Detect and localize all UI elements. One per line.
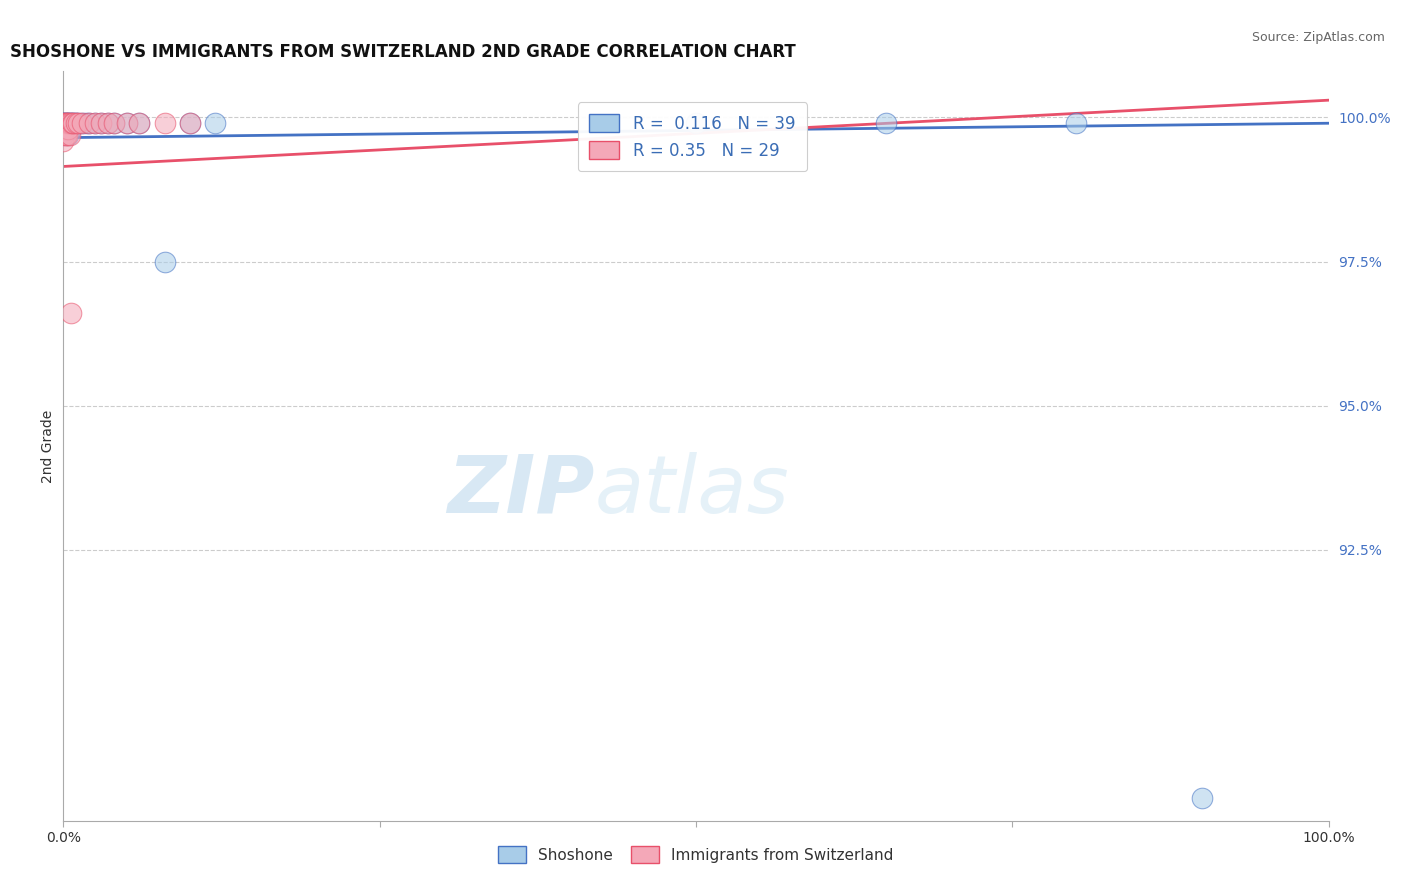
Point	[90, 116, 112, 130]
Point	[52, 116, 75, 130]
Point	[52, 134, 75, 148]
Point	[58, 116, 80, 130]
Point	[179, 116, 201, 130]
Point	[53, 122, 76, 136]
Point	[56, 128, 79, 142]
Point	[153, 254, 176, 268]
Point	[55, 116, 77, 130]
Point	[1191, 790, 1213, 805]
Point	[70, 116, 93, 130]
Point	[103, 116, 125, 130]
Text: ZIP: ZIP	[447, 452, 595, 530]
Y-axis label: 2nd Grade: 2nd Grade	[41, 409, 55, 483]
Point	[77, 116, 100, 130]
Point	[58, 116, 80, 130]
Text: Source: ZipAtlas.com: Source: ZipAtlas.com	[1251, 31, 1385, 45]
Point	[75, 116, 97, 130]
Point	[55, 128, 77, 142]
Point	[67, 116, 90, 130]
Point	[52, 116, 75, 130]
Point	[67, 116, 90, 130]
Point	[52, 116, 75, 130]
Point	[55, 122, 77, 136]
Point	[52, 122, 75, 136]
Text: SHOSHONE VS IMMIGRANTS FROM SWITZERLAND 2ND GRADE CORRELATION CHART: SHOSHONE VS IMMIGRANTS FROM SWITZERLAND …	[10, 44, 796, 62]
Point	[55, 116, 77, 130]
Point	[62, 116, 84, 130]
Point	[59, 122, 82, 136]
Point	[103, 116, 125, 130]
Point	[875, 116, 897, 130]
Point	[52, 116, 75, 130]
Point	[90, 116, 112, 130]
Point	[58, 122, 80, 136]
Point	[58, 128, 80, 142]
Point	[56, 116, 79, 130]
Point	[59, 306, 82, 320]
Point	[84, 116, 107, 130]
Point	[115, 116, 138, 130]
Point	[52, 128, 75, 142]
Point	[56, 116, 79, 130]
Point	[53, 122, 76, 136]
Point	[65, 116, 87, 130]
Point	[62, 116, 84, 130]
Point	[84, 116, 107, 130]
Point	[53, 116, 76, 130]
Point	[70, 116, 93, 130]
Point	[204, 116, 226, 130]
Point	[52, 128, 75, 142]
Point	[65, 116, 87, 130]
Point	[1064, 116, 1087, 130]
Point	[58, 116, 80, 130]
Point	[77, 116, 100, 130]
Point	[58, 116, 80, 130]
Point	[63, 116, 86, 130]
Point	[58, 122, 80, 136]
Point	[60, 116, 83, 130]
Point	[128, 116, 150, 130]
Point	[58, 128, 80, 142]
Point	[96, 116, 120, 130]
Point	[96, 116, 120, 130]
Point	[60, 116, 83, 130]
Point	[128, 116, 150, 130]
Point	[153, 116, 176, 130]
Text: atlas: atlas	[595, 452, 790, 530]
Point	[58, 116, 80, 130]
Point	[179, 116, 201, 130]
Point	[56, 122, 79, 136]
Point	[59, 116, 82, 130]
Point	[115, 116, 138, 130]
Point	[52, 122, 75, 136]
Legend: Shoshone, Immigrants from Switzerland: Shoshone, Immigrants from Switzerland	[492, 840, 900, 869]
Point	[685, 116, 707, 130]
Point	[53, 116, 76, 130]
